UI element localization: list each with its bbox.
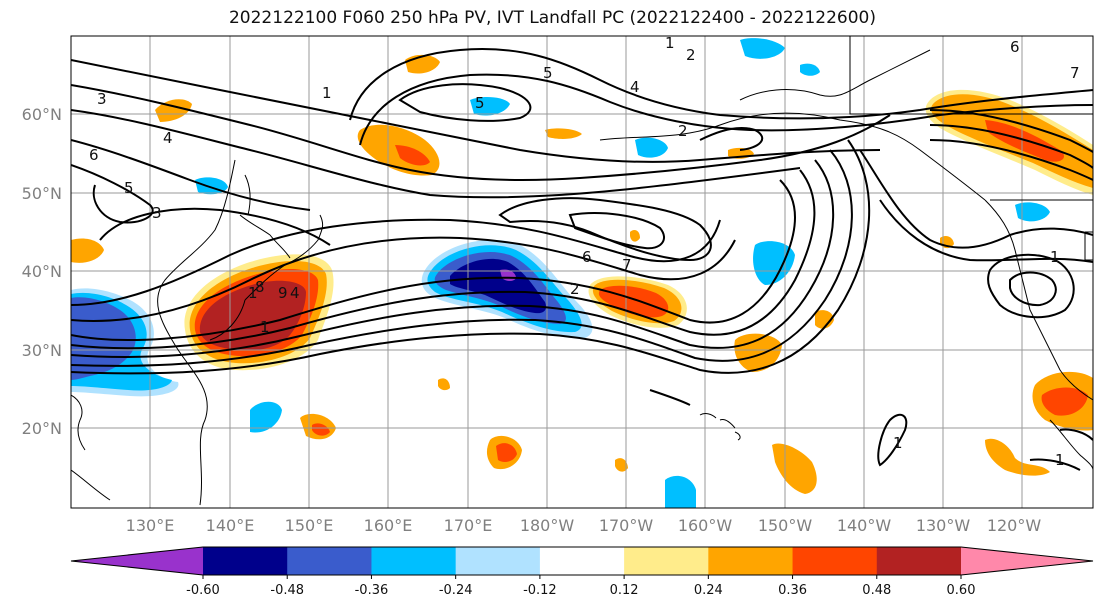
lat-label: 60°N [22, 105, 62, 124]
lon-label: 130°W [916, 516, 971, 535]
latitude-labels: 60°N 50°N 40°N 30°N 20°N [22, 105, 62, 438]
longitude-labels: 130°E 140°E 150°E 160°E 170°E 180°W 170°… [126, 516, 1042, 535]
contour-label: 7 [1070, 64, 1080, 82]
lon-label: 180°W [520, 516, 575, 535]
map-frame [70, 35, 1094, 509]
lat-label: 30°N [22, 341, 62, 360]
contour-label: 2 [570, 280, 580, 298]
plot-title: 2022122100 F060 250 hPa PV, IVT Landfall… [228, 8, 876, 28]
contour-label: 1 [1055, 451, 1065, 469]
colorbar-segment [624, 547, 709, 575]
contour-labels: 1 2 3 4 5 6 7 8 9 1 2 4 5 4 6 3 5 6 7 1 … [89, 34, 1080, 469]
contour-label: 1 [322, 84, 332, 102]
lon-label: 140°E [206, 516, 255, 535]
colorbar-tick-label: -0.24 [439, 583, 473, 598]
colorbar-segment [287, 547, 372, 575]
colorbar-tick-label: -0.36 [355, 583, 389, 598]
colorbar-tick-label: -0.48 [270, 583, 304, 598]
contour-label: 1 [893, 434, 903, 452]
contour-label: 3 [152, 204, 162, 222]
lon-label: 160°E [364, 516, 413, 535]
contour-label: 9 [278, 284, 288, 302]
pv-contours [71, 48, 1093, 471]
contour-label: 5 [124, 179, 134, 197]
colorbar-tick-label: -0.60 [186, 583, 220, 598]
colorbar-extend-low [71, 547, 203, 575]
colorbar-tick-label: 0.12 [610, 583, 639, 598]
contour-label: 1 [248, 284, 258, 302]
contour-label: 4 [163, 129, 173, 147]
lon-label: 150°E [285, 516, 334, 535]
lon-label: 170°E [444, 516, 493, 535]
colorbar-tick-label: 0.36 [778, 583, 807, 598]
contour-label: 2 [686, 46, 696, 64]
lon-label: 120°W [987, 516, 1042, 535]
colorbar-segment [455, 547, 541, 575]
lon-label: 140°W [837, 516, 892, 535]
colorbar-segment [876, 547, 962, 575]
colorbar-tick-label: -0.12 [523, 583, 557, 598]
lon-label: 160°W [678, 516, 733, 535]
contour-label: 5 [543, 64, 553, 82]
colorbar-segment [792, 547, 878, 575]
colorbar-segment [203, 547, 288, 575]
contour-label: 6 [1010, 38, 1020, 56]
contour-label: 3 [97, 90, 107, 108]
colorbar-tick-label: 0.60 [947, 583, 976, 598]
lat-label: 40°N [22, 262, 62, 281]
contour-label: 1 [1050, 248, 1060, 266]
contour-label: 1 [665, 34, 675, 52]
lat-label: 50°N [22, 184, 62, 203]
lon-label: 150°W [758, 516, 813, 535]
contour-label: 5 [475, 94, 485, 112]
contour-label: 4 [630, 78, 640, 96]
colorbar-segment [539, 547, 625, 575]
lon-label: 130°E [126, 516, 175, 535]
colorbar: -0.60 -0.48 -0.36 -0.24 -0.12 0.12 0.24 0.36 0.4… [70, 546, 1094, 598]
colorbar-segment [371, 547, 457, 575]
contour-label: 4 [290, 284, 300, 302]
lat-label: 20°N [22, 419, 62, 438]
contour-label: 6 [89, 146, 99, 164]
colorbar-extend-high [961, 547, 1093, 575]
contour-label: 2 [678, 122, 688, 140]
colorbar-segment [708, 547, 794, 575]
contour-label: 6 [582, 248, 592, 266]
lon-label: 170°W [599, 516, 654, 535]
contour-label: 7 [622, 256, 632, 274]
colorbar-tick-label: 0.24 [694, 583, 723, 598]
contour-label: 1 [260, 318, 270, 336]
contour-label: 8 [255, 278, 265, 296]
colorbar-tick-label: 0.48 [862, 583, 891, 598]
